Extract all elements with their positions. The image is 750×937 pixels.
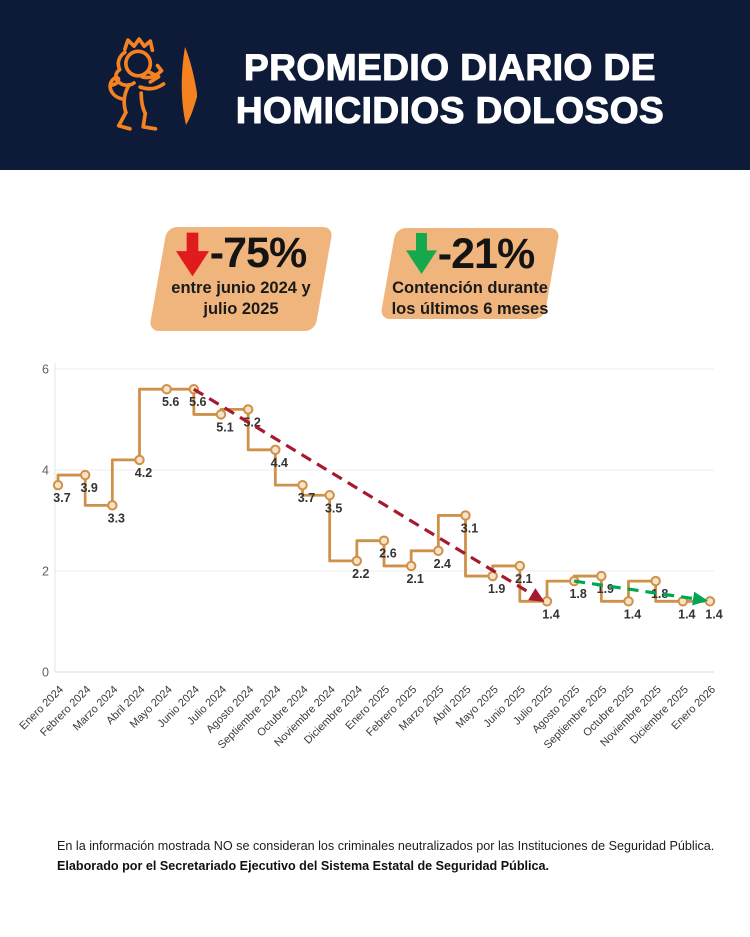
data-point bbox=[242, 404, 254, 415]
footer: En la información mostrada NO se conside… bbox=[57, 836, 737, 876]
data-point-label: 2.4 bbox=[434, 557, 451, 571]
data-point bbox=[351, 555, 363, 567]
y-axis-tick-label: 6 bbox=[42, 363, 49, 377]
data-point bbox=[324, 490, 335, 501]
data-point bbox=[541, 596, 553, 607]
y-axis-tick-label: 4 bbox=[42, 464, 49, 478]
data-point bbox=[161, 384, 172, 395]
data-point-label: 1.4 bbox=[542, 607, 559, 621]
data-point bbox=[704, 596, 716, 607]
footer-source: Elaborado por el Secretariado Ejecutivo … bbox=[57, 859, 550, 873]
logo bbox=[96, 36, 200, 138]
data-point-label: 3.9 bbox=[80, 481, 97, 495]
data-point-label: 3.7 bbox=[298, 491, 315, 505]
data-point-label: 5.6 bbox=[189, 395, 206, 409]
step-line bbox=[56, 387, 710, 603]
data-point bbox=[297, 479, 308, 491]
data-point-label: 3.5 bbox=[325, 501, 342, 515]
data-point-label: 3.7 bbox=[53, 491, 70, 505]
page-title-line1: PROMEDIO DIARIO DE bbox=[243, 46, 656, 88]
badge-percent: -21% bbox=[437, 230, 535, 278]
data-point-label: 2.6 bbox=[379, 547, 396, 561]
data-point-label: 2.1 bbox=[406, 572, 423, 586]
data-point-label: 2.2 bbox=[352, 567, 369, 581]
data-point-label: 2.1 bbox=[515, 572, 532, 586]
page-title: PROMEDIO DIARIO DE HOMICIDIOS DOLOSOS bbox=[200, 46, 700, 132]
data-point-label: 1.8 bbox=[569, 587, 586, 601]
data-point-label: 1.4 bbox=[624, 607, 641, 621]
data-point-label: 1.8 bbox=[651, 587, 668, 601]
data-point bbox=[378, 535, 390, 546]
badge-caption-line2: julio 2025 bbox=[203, 300, 279, 318]
badge-decline-75-content: -75% entre junio 2024 y julio 2025 bbox=[158, 227, 324, 331]
trend-line-containment bbox=[573, 579, 708, 606]
data-point bbox=[433, 545, 444, 557]
y-axis-tick-label: 2 bbox=[42, 565, 49, 579]
data-point bbox=[514, 560, 526, 572]
data-point bbox=[134, 454, 145, 466]
data-point bbox=[487, 570, 498, 582]
blade-icon bbox=[181, 47, 197, 125]
data-point-label: 5.1 bbox=[216, 420, 233, 434]
lion-crest-icon bbox=[108, 37, 166, 131]
data-point-label: 3.1 bbox=[461, 521, 478, 535]
data-point bbox=[52, 479, 64, 491]
data-point-label: 1.4 bbox=[705, 607, 722, 621]
page-title-line2: HOMICIDIOS DOLOSOS bbox=[235, 89, 665, 131]
data-point-label: 1.4 bbox=[678, 607, 695, 621]
data-point bbox=[623, 596, 634, 607]
data-point-label: 4.4 bbox=[271, 456, 288, 470]
green-down-arrow-icon bbox=[405, 233, 437, 275]
red-down-arrow-icon bbox=[175, 232, 209, 277]
trend-line-decline bbox=[193, 387, 545, 602]
data-point-label: 4.2 bbox=[135, 466, 152, 480]
data-point bbox=[215, 409, 227, 420]
data-point bbox=[79, 469, 91, 481]
header: PROMEDIO DIARIO DE HOMICIDIOS DOLOSOS bbox=[0, 0, 750, 170]
y-axis-tick-label: 0 bbox=[42, 666, 49, 680]
badge-containment-21-content: -21% Contención durante los últimos 6 me… bbox=[388, 228, 552, 319]
badge-containment-21: -21% Contención durante los últimos 6 me… bbox=[379, 228, 561, 319]
data-point bbox=[596, 570, 607, 582]
badge-percent: -75% bbox=[209, 229, 307, 277]
data-point bbox=[270, 444, 281, 456]
badge-caption-line1: Contención durante bbox=[392, 279, 548, 297]
data-point bbox=[650, 575, 661, 587]
footer-disclaimer: En la información mostrada NO se conside… bbox=[57, 839, 715, 853]
badge-caption-line1: entre junio 2024 y bbox=[171, 279, 311, 297]
data-point bbox=[107, 500, 118, 511]
data-point bbox=[460, 510, 471, 521]
data-point-label: 5.6 bbox=[162, 395, 179, 409]
data-point bbox=[405, 560, 417, 572]
badge-decline-75: -75% entre junio 2024 y julio 2025 bbox=[148, 227, 334, 331]
data-point-label: 3.3 bbox=[108, 511, 125, 525]
badge-caption-line2: los últimos 6 meses bbox=[391, 300, 549, 318]
data-point-label: 1.9 bbox=[488, 582, 505, 596]
